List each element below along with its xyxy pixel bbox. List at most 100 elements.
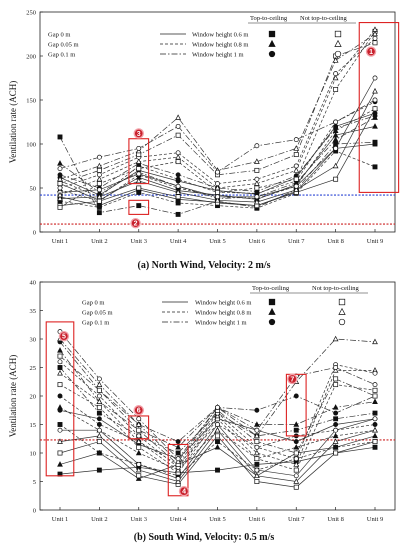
- x-tick-label: Unit 5: [209, 516, 225, 523]
- badge-number: 6: [137, 408, 141, 415]
- data-point: [254, 461, 260, 467]
- data-point: [215, 181, 220, 187]
- legend-marker-open: [338, 298, 346, 306]
- legend-gap-label: Gap 0 m: [82, 299, 104, 306]
- data-point: [254, 143, 260, 149]
- data-point: [175, 466, 182, 473]
- data-point: [333, 145, 339, 151]
- data-point: [253, 421, 260, 427]
- badge-core: [60, 332, 68, 340]
- data-point: [135, 475, 142, 481]
- data-point: [372, 97, 378, 103]
- legend: Gap 0 m Gap 0.05 m Gap 0.1 m Window height …: [82, 285, 368, 326]
- x-tick-label: Unit 5: [209, 238, 225, 245]
- data-point: [293, 393, 299, 399]
- data-point: [57, 185, 63, 191]
- data-point: [372, 338, 378, 345]
- data-point: [175, 172, 181, 178]
- data-point: [175, 153, 182, 160]
- x-tick-label: Unit 3: [131, 238, 147, 245]
- badge-number: 1: [369, 49, 373, 56]
- data-point: [215, 169, 220, 175]
- legend-gap-label: Gap 0.05 m: [82, 309, 113, 316]
- badge-core: [131, 219, 140, 227]
- legend-marker-open: [334, 39, 342, 47]
- data-point: [215, 194, 220, 200]
- legend-marker-open: [338, 307, 346, 315]
- data-point: [254, 427, 260, 433]
- data-point: [135, 158, 142, 164]
- legend-marker-filled: [268, 318, 276, 326]
- x-tick-label: Unit 1: [52, 516, 68, 523]
- badge-number: 4: [182, 489, 186, 496]
- data-point: [135, 438, 142, 444]
- data-point: [57, 160, 63, 166]
- data-point: [96, 376, 102, 382]
- data-point: [372, 439, 378, 445]
- data-point: [57, 195, 63, 201]
- data-point: [293, 186, 300, 192]
- data-point: [254, 407, 260, 413]
- series-group: [57, 329, 378, 490]
- legend-marker-filled: [268, 39, 276, 47]
- x-tick-label: Unit 2: [91, 238, 107, 245]
- legend-marker-open: [334, 30, 342, 38]
- data-point: [293, 183, 299, 189]
- badge-number: 5: [62, 334, 66, 341]
- data-point: [372, 123, 378, 129]
- data-point: [293, 167, 300, 173]
- data-point: [215, 189, 220, 195]
- data-point: [333, 416, 339, 422]
- data-point: [175, 200, 181, 206]
- data-point: [96, 450, 102, 456]
- data-point: [135, 421, 142, 427]
- data-point: [57, 422, 63, 427]
- chart-caption: (a) North Wind, Velocity: 2 m/s: [138, 260, 271, 271]
- data-point: [372, 35, 378, 41]
- data-point: [175, 444, 182, 450]
- legend-height-label: Window height 0.6 m: [192, 31, 248, 38]
- data-point: [254, 439, 260, 445]
- data-point: [254, 176, 260, 182]
- y-tick-label: 30: [30, 336, 37, 343]
- data-point: [372, 432, 378, 439]
- data-point: [372, 387, 378, 393]
- data-point: [372, 113, 378, 119]
- data-point: [57, 404, 63, 410]
- data-point: [96, 393, 102, 399]
- series-line: [59, 407, 376, 471]
- series-line: [59, 338, 376, 463]
- data-point: [57, 438, 63, 444]
- data-point: [136, 171, 142, 177]
- data-point: [96, 467, 102, 473]
- data-point: [293, 444, 300, 450]
- data-point: [96, 387, 102, 393]
- data-point: [372, 106, 378, 112]
- data-point: [96, 193, 103, 200]
- data-point: [96, 398, 103, 404]
- data-point: [253, 449, 260, 456]
- data-point: [372, 87, 378, 94]
- legend-height-label: Window height 0.6 m: [195, 299, 251, 306]
- data-point: [136, 185, 142, 191]
- data-point: [253, 472, 260, 479]
- data-point: [57, 191, 63, 198]
- data-point: [57, 134, 63, 140]
- data-point: [136, 416, 142, 422]
- data-point: [293, 439, 299, 445]
- data-point: [372, 422, 378, 427]
- legend-group-header: Not top-to-ceiling: [312, 285, 360, 292]
- data-point: [293, 152, 299, 158]
- y-tick-label: 15: [30, 422, 37, 429]
- x-tick-label: Unit 6: [249, 238, 266, 245]
- data-point: [333, 427, 339, 433]
- y-tick-label: 5: [33, 479, 36, 486]
- y-tick-label: 40: [30, 279, 37, 286]
- data-point: [57, 166, 63, 172]
- data-point: [332, 367, 339, 373]
- data-point: [372, 139, 378, 145]
- data-point: [96, 381, 103, 387]
- data-point: [253, 180, 260, 186]
- data-point: [96, 439, 102, 445]
